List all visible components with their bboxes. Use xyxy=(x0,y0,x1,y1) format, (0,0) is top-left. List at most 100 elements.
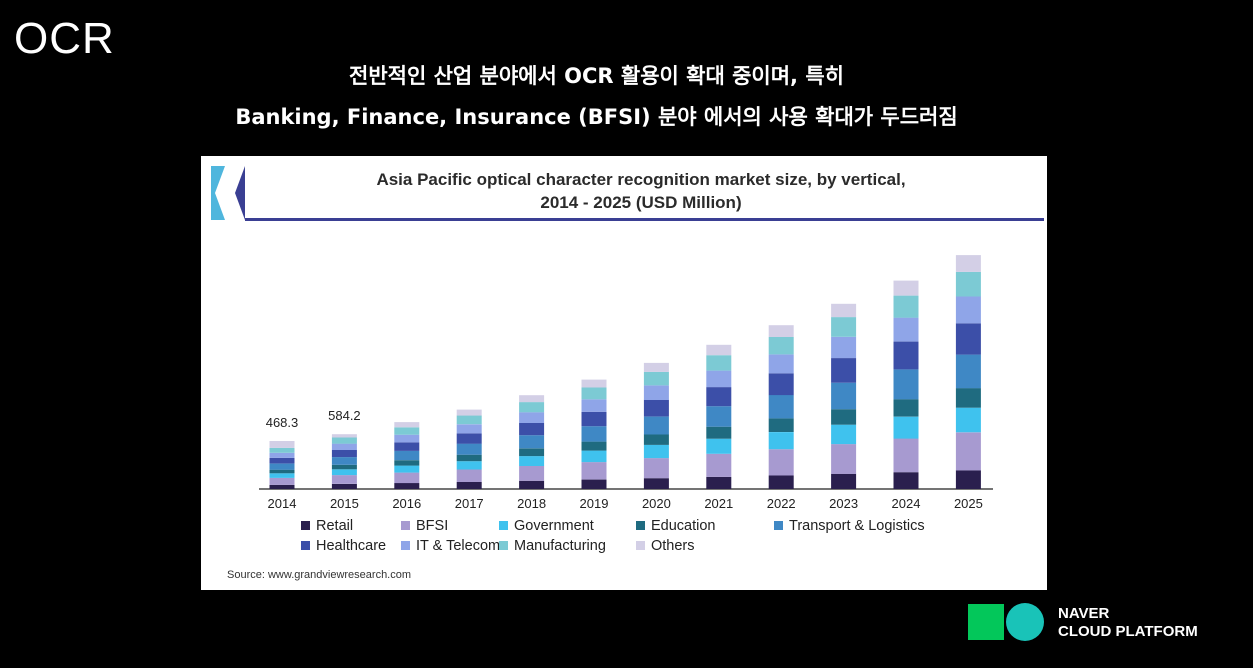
bar-segment-2015-bfsi xyxy=(331,475,357,484)
x-tick-label-2014: 2014 xyxy=(268,496,297,511)
bar-segment-2014-it-telecom xyxy=(269,452,295,458)
bar-segment-2021-transport-logistics xyxy=(706,406,732,427)
bar-segment-2017-bfsi xyxy=(456,469,482,482)
bar-segment-2024-it-telecom xyxy=(893,317,919,342)
bar-segment-2016-healthcare xyxy=(394,442,420,451)
x-tick-label-2021: 2021 xyxy=(704,496,733,511)
bar-segment-2025-it-telecom xyxy=(955,296,981,324)
bar-segment-2024-healthcare xyxy=(893,341,919,370)
legend-label-retail: Retail xyxy=(316,518,353,534)
bar-segment-2014-bfsi xyxy=(269,477,295,485)
bar-segment-2018-manufacturing xyxy=(519,402,545,413)
chart-title-line-2: 2014 - 2025 (USD Million) xyxy=(540,193,742,212)
bar-segment-2014-retail xyxy=(269,484,295,489)
bar-segment-2023-it-telecom xyxy=(831,336,857,358)
bar-segment-2024-education xyxy=(893,399,919,417)
labels-layer: 2014 2015 2016 2017 2018 2019 2020 2021 2022 2023… xyxy=(266,408,983,511)
bar-segment-2015-healthcare xyxy=(331,450,357,458)
bar-segment-2019-it-telecom xyxy=(581,399,607,412)
legend-label-government: Government xyxy=(514,518,594,534)
bar-segment-2023-transport-logistics xyxy=(831,382,857,410)
bar-segment-2021-bfsi xyxy=(706,453,732,477)
legend-label-education: Education xyxy=(651,518,716,534)
chart-title-line-1: Asia Pacific optical character recogniti… xyxy=(376,170,906,189)
bar-segment-2019-government xyxy=(581,450,607,463)
headline-line-2: Banking, Finance, Insurance (BFSI) 분야 에서… xyxy=(235,105,958,129)
bar-segment-2022-manufacturing xyxy=(768,337,794,355)
bar-segment-2025-others xyxy=(955,255,981,272)
bar-segment-2021-education xyxy=(706,426,732,439)
legend-label-others: Others xyxy=(651,538,695,554)
logo-circle-icon xyxy=(1006,603,1044,641)
bar-segment-2016-retail xyxy=(394,483,420,489)
brand-name-line-2: CLOUD PLATFORM xyxy=(1058,623,1198,640)
x-tick-label-2022: 2022 xyxy=(767,496,796,511)
bar-segment-2018-others xyxy=(519,395,545,403)
bar-segment-2022-education xyxy=(768,418,794,432)
legend-swatch-government xyxy=(499,521,508,530)
bar-segment-2025-education xyxy=(955,388,981,408)
bar-segment-2023-manufacturing xyxy=(831,317,857,337)
header-accent-gap xyxy=(215,166,245,220)
legend-swatch-bfsi xyxy=(401,521,410,530)
bar-segment-2025-government xyxy=(955,407,981,433)
bar-segment-2023-education xyxy=(831,409,857,425)
legend-swatch-it-telecom xyxy=(401,541,410,550)
bar-segment-2016-manufacturing xyxy=(394,427,420,435)
bar-segment-2020-manufacturing xyxy=(643,371,669,386)
data-label-2015: 584.2 xyxy=(328,408,361,423)
bar-segment-2018-healthcare xyxy=(519,423,545,436)
bar-segment-2023-bfsi xyxy=(831,444,857,474)
bar-segment-2014-healthcare xyxy=(269,457,295,464)
bar-segment-2025-manufacturing xyxy=(955,271,981,297)
logo-square-icon xyxy=(968,604,1004,640)
x-tick-label-2015: 2015 xyxy=(330,496,359,511)
bar-segment-2014-education xyxy=(269,469,295,474)
bar-segment-2022-it-telecom xyxy=(768,354,794,374)
bar-segment-2025-healthcare xyxy=(955,323,981,355)
bar-segment-2019-retail xyxy=(581,479,607,489)
legend-label-it-telecom: IT & Telecom xyxy=(416,538,500,554)
bar-segment-2020-retail xyxy=(643,478,669,489)
data-label-2014: 468.3 xyxy=(266,415,299,430)
bar-segment-2021-government xyxy=(706,438,732,454)
bar-segment-2024-manufacturing xyxy=(893,295,919,318)
header-underline xyxy=(245,218,1044,221)
bar-segment-2025-bfsi xyxy=(955,432,981,471)
x-tick-label-2020: 2020 xyxy=(642,496,671,511)
bar-segment-2023-healthcare xyxy=(831,358,857,383)
bar-segment-2021-manufacturing xyxy=(706,355,732,371)
bar-segment-2016-transport-logistics xyxy=(394,450,420,461)
bar-segment-2024-transport-logistics xyxy=(893,369,919,400)
legend-swatch-healthcare xyxy=(301,541,310,550)
bar-segment-2022-healthcare xyxy=(768,373,794,396)
bar-segment-2020-healthcare xyxy=(643,399,669,417)
x-tick-label-2023: 2023 xyxy=(829,496,858,511)
bar-segment-2019-others xyxy=(581,379,607,388)
legend-swatch-transport-logistics xyxy=(774,521,783,530)
bar-segment-2018-education xyxy=(519,448,545,457)
bar-segment-2019-healthcare xyxy=(581,411,607,427)
bar-segment-2021-it-telecom xyxy=(706,370,732,388)
legend-label-manufacturing: Manufacturing xyxy=(514,538,606,554)
bar-segment-2018-government xyxy=(519,456,545,466)
bar-segment-2018-it-telecom xyxy=(519,412,545,423)
bar-segment-2014-government xyxy=(269,473,295,478)
bar-segment-2020-bfsi xyxy=(643,458,669,479)
bar-segment-2025-transport-logistics xyxy=(955,354,981,389)
bar-segment-2021-retail xyxy=(706,476,732,489)
bar-segment-2019-transport-logistics xyxy=(581,426,607,442)
bar-segment-2025-retail xyxy=(955,470,981,489)
bar-segment-2017-others xyxy=(456,409,482,416)
bar-segment-2015-manufacturing xyxy=(331,437,357,444)
legend-swatch-retail xyxy=(301,521,310,530)
bar-segment-2020-education xyxy=(643,434,669,445)
bar-segment-2022-others xyxy=(768,325,794,337)
bar-segment-2023-others xyxy=(831,303,857,318)
bar-segment-2019-education xyxy=(581,441,607,451)
x-tick-label-2024: 2024 xyxy=(892,496,921,511)
bar-segment-2021-others xyxy=(706,344,732,356)
bar-segment-2020-others xyxy=(643,362,669,372)
chart-canvas: 2014 2015 2016 2017 2018 2019 2020 2021 2022 2023… xyxy=(211,166,1044,554)
bar-segment-2024-retail xyxy=(893,472,919,489)
